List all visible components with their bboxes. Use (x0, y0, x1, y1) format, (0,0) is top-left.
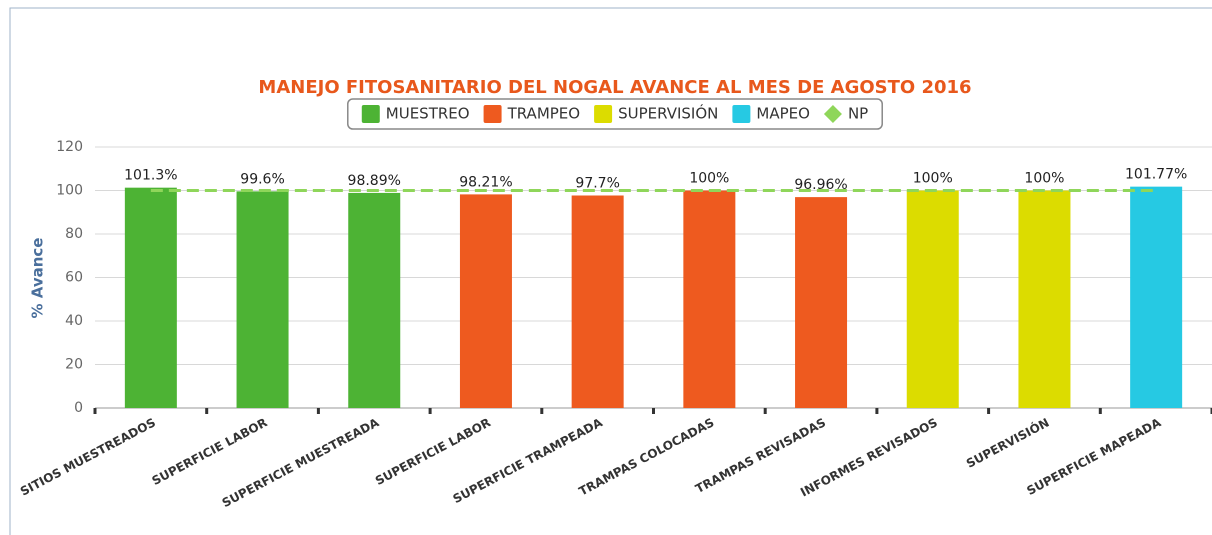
bar (1018, 190, 1071, 408)
data-label: 97.7% (575, 176, 619, 192)
legend: MUESTREO TRAMPEO SUPERVISIÓN MAPEO NP (347, 98, 883, 130)
legend-marker (594, 105, 613, 123)
y-axis-title: % Avance (29, 238, 47, 319)
data-label: 101.77% (1125, 167, 1187, 183)
x-tick-label: SUPERFICIE LABOR (150, 415, 270, 488)
y-tick-label: 80 (65, 226, 83, 242)
legend-label: MUESTREO (386, 105, 470, 123)
legend-marker (823, 105, 842, 123)
bar (348, 192, 401, 408)
frame (9, 7, 1212, 535)
data-label: 98.89% (348, 173, 401, 189)
y-tick-label: 60 (65, 270, 83, 286)
x-tick-label: SUPERVISIÓN (963, 414, 1051, 470)
x-tick-label: SITIOS MUESTREADOS (18, 415, 158, 498)
bar (571, 195, 624, 408)
x-tick-label: SUPERFICIE LABOR (373, 415, 493, 488)
bar (795, 197, 848, 408)
legend-marker (361, 105, 380, 123)
y-tick-label: 120 (56, 139, 83, 155)
data-label: 101.3% (124, 168, 177, 184)
data-label: 98.21% (459, 174, 512, 190)
data-label: 100% (1024, 171, 1064, 187)
bar (906, 190, 959, 408)
y-tick-label: 40 (65, 313, 83, 329)
legend-label: NP (848, 105, 868, 123)
bar (459, 194, 512, 408)
legend-label: MAPEO (756, 105, 810, 123)
data-label: 100% (913, 171, 953, 187)
chart-title: MANEJO FITOSANITARIO DEL NOGAL AVANCE AL… (258, 77, 971, 98)
legend-label: SUPERVISIÓN (618, 104, 718, 123)
data-label: 99.6% (240, 171, 284, 187)
bar (683, 190, 736, 408)
y-tick-label: 0 (74, 400, 83, 416)
bar (236, 191, 289, 408)
data-label: 100% (689, 171, 729, 187)
y-tick-label: 100 (56, 183, 83, 199)
legend-marker (732, 105, 751, 123)
y-tick-label: 20 (65, 357, 83, 373)
legend-label: TRAMPEO (507, 105, 581, 123)
legend-marker (483, 105, 502, 123)
bar (1130, 186, 1183, 408)
bar (124, 187, 177, 408)
